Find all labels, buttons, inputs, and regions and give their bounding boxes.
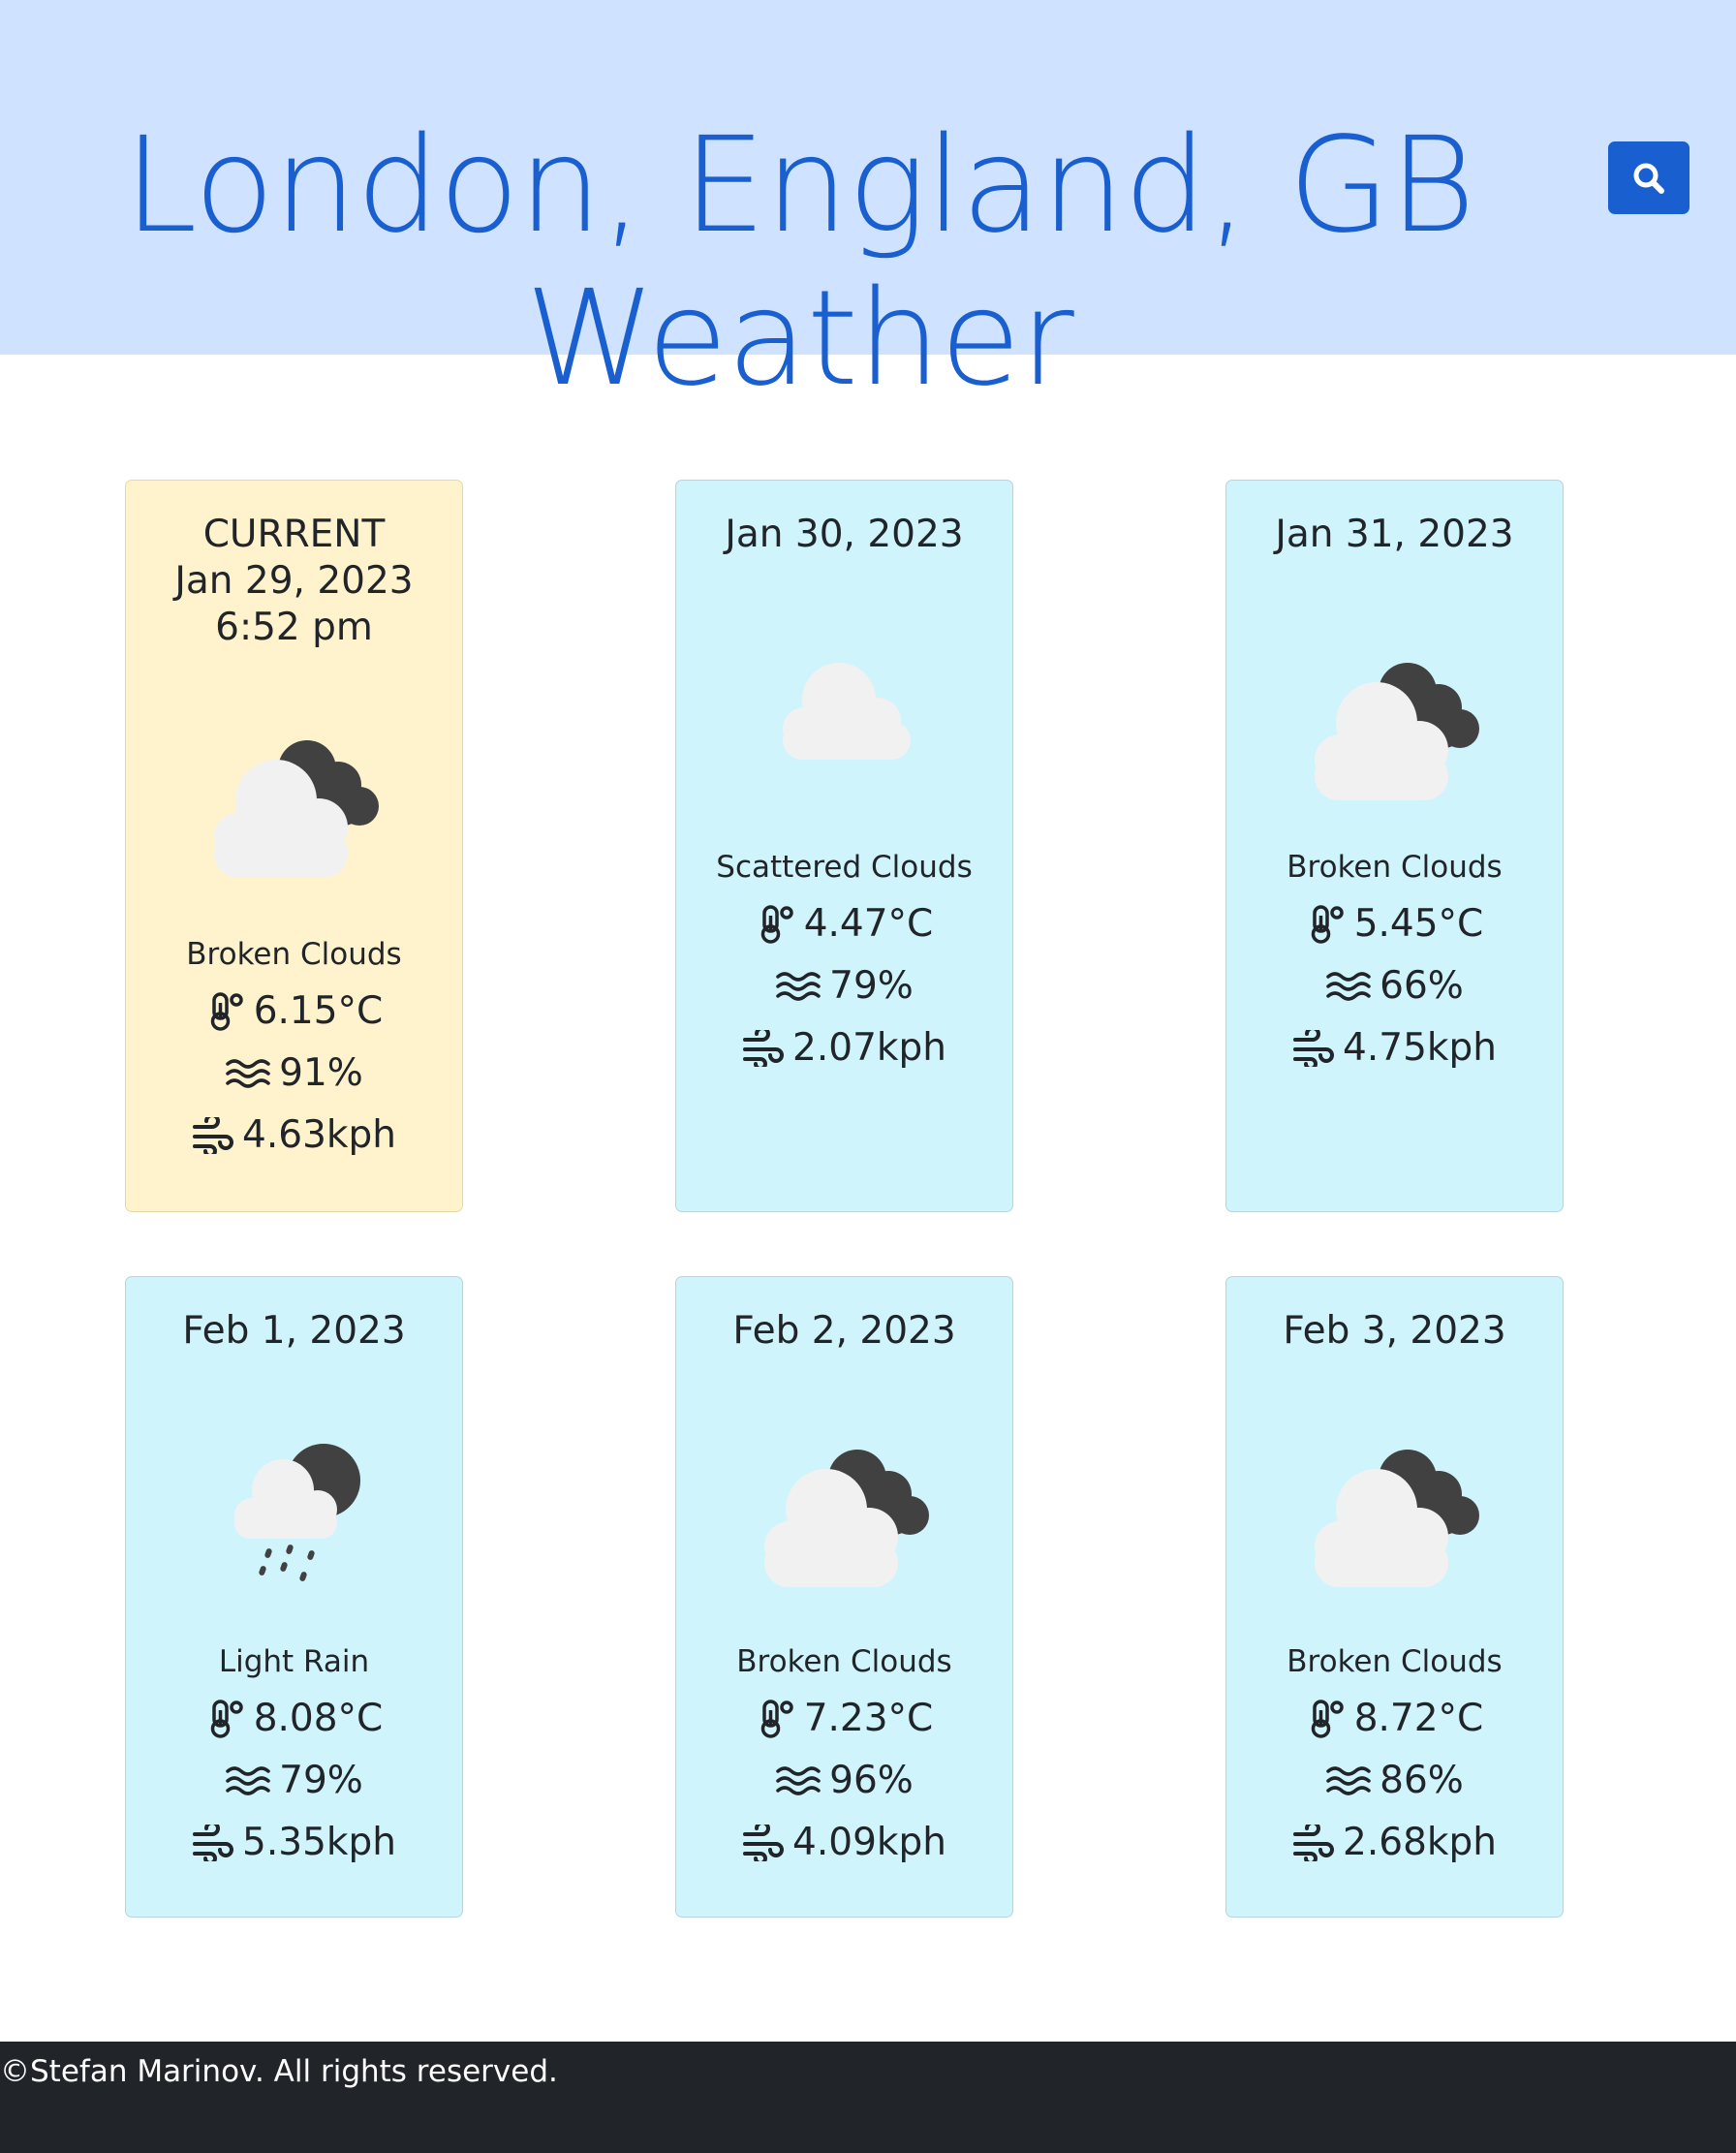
card-wind: 4.09kph [676,1820,1012,1866]
card-wind: 2.68kph [1226,1820,1563,1866]
temperature-value: 6.15°C [253,989,384,1033]
card-wind: 4.63kph [126,1112,462,1159]
humidity-value: 96% [829,1759,914,1802]
card-description: Broken Clouds [1286,850,1503,885]
weather-card-forecast: Feb 3, 2023 Broken Clouds 8.72°C 86% [1225,1276,1564,1918]
search-icon [1633,163,1664,194]
scattered-clouds-icon [782,663,911,760]
temperature-value: 8.08°C [253,1697,384,1740]
card-wind: 2.07kph [676,1025,1012,1072]
page-title: London, England, GB Weather [107,109,1492,416]
temperature-value: 7.23°C [803,1697,934,1740]
thermometer-icon [1311,905,1344,944]
wind-value: 4.75kph [1343,1026,1497,1070]
wind-icon [193,1825,234,1861]
humidity-icon [226,1059,270,1088]
broken-clouds-icon [1314,663,1479,800]
weather-card-forecast: Jan 31, 2023 Broken Clouds 5.45°C 66 [1225,480,1564,1212]
card-humidity: 66% [1226,963,1563,1010]
wind-value: 4.63kph [242,1113,396,1157]
thermometer-icon [760,905,793,944]
card-description: Broken Clouds [736,1644,952,1679]
humidity-icon [1326,1766,1371,1795]
humidity-icon [776,972,821,1001]
card-description: Broken Clouds [186,937,402,972]
card-wind: 5.35kph [126,1820,462,1866]
temperature-value: 5.45°C [1353,902,1484,946]
card-wind: 4.75kph [1226,1025,1563,1072]
card-date: Feb 2, 2023 [732,1309,956,1353]
page-header: London, England, GB Weather [0,0,1736,416]
card-humidity: 79% [676,963,1012,1010]
temperature-value: 4.47°C [803,902,934,946]
card-temperature: 7.23°C [676,1696,1012,1742]
thermometer-icon [760,1700,793,1738]
weather-card-forecast: Jan 30, 2023 Scattered Clouds 4.47°C 79%… [675,480,1013,1212]
card-description: Broken Clouds [1286,1644,1503,1679]
humidity-icon [226,1766,270,1795]
wind-icon [193,1117,234,1154]
card-date: CURRENT Jan 29, 2023 6:52 pm [174,513,414,649]
thermometer-icon [210,992,243,1031]
card-date: Jan 30, 2023 [725,513,964,556]
page-title-weather: Weather [525,263,1074,417]
light-rain-icon [233,1444,360,1581]
page-title-location: London, England, GB [123,109,1475,264]
humidity-value: 79% [279,1759,363,1802]
wind-value: 2.07kph [792,1026,946,1070]
wind-icon [1293,1825,1335,1861]
humidity-icon [776,1766,821,1795]
card-temperature: 5.45°C [1226,901,1563,948]
card-temperature: 6.15°C [126,988,462,1035]
wind-icon [743,1825,785,1861]
card-humidity: 96% [676,1758,1012,1804]
card-humidity: 91% [126,1050,462,1097]
card-description: Scattered Clouds [716,850,973,885]
wind-icon [743,1030,785,1067]
page-footer: ©Stefan Marinov. All rights reserved. [0,2042,1736,2153]
broken-clouds-icon [1314,1450,1479,1587]
weather-card-forecast: Feb 1, 2023 Light Rain 8.08°C [125,1276,463,1918]
card-description: Light Rain [218,1644,370,1679]
humidity-value: 79% [829,964,914,1008]
humidity-value: 86% [1380,1759,1464,1802]
card-temperature: 8.08°C [126,1696,462,1742]
card-date: Jan 31, 2023 [1275,513,1514,556]
wind-value: 5.35kph [242,1821,396,1864]
card-temperature: 4.47°C [676,901,1012,948]
card-humidity: 86% [1226,1758,1563,1804]
humidity-value: 66% [1380,964,1464,1008]
wind-icon [1293,1030,1335,1067]
card-date: Feb 1, 2023 [182,1309,406,1353]
broken-clouds-icon [213,740,379,878]
humidity-value: 91% [279,1051,363,1095]
card-date: Feb 3, 2023 [1283,1309,1506,1353]
humidity-icon [1326,972,1371,1001]
thermometer-icon [1311,1700,1344,1738]
copyright-text: ©Stefan Marinov. All rights reserved. [0,2054,558,2089]
temperature-value: 8.72°C [1353,1697,1484,1740]
broken-clouds-icon [763,1450,929,1587]
card-humidity: 79% [126,1758,462,1804]
thermometer-icon [210,1700,243,1738]
weather-card-forecast: Feb 2, 2023 Broken Clouds 7.23°C 96% [675,1276,1013,1918]
wind-value: 4.09kph [792,1821,946,1864]
weather-card-current: CURRENT Jan 29, 2023 6:52 pm Broken Clou… [125,480,463,1212]
search-button[interactable] [1608,141,1690,214]
wind-value: 2.68kph [1343,1821,1497,1864]
card-temperature: 8.72°C [1226,1696,1563,1742]
